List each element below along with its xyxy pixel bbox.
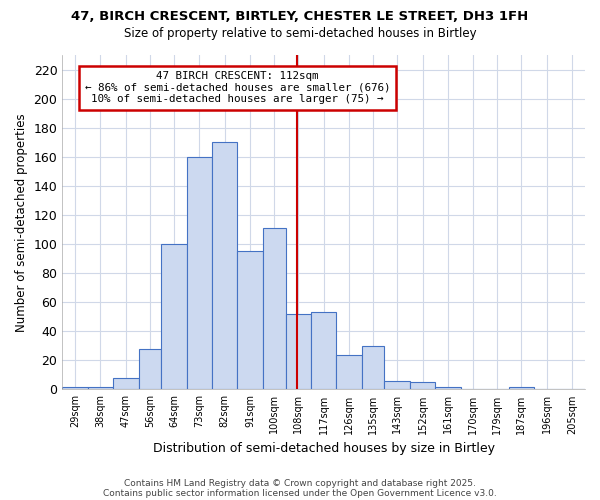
Text: Size of property relative to semi-detached houses in Birtley: Size of property relative to semi-detach… <box>124 28 476 40</box>
Text: Contains public sector information licensed under the Open Government Licence v3: Contains public sector information licen… <box>103 488 497 498</box>
Bar <box>62 386 88 390</box>
Bar <box>263 228 286 390</box>
Bar <box>113 378 139 390</box>
Bar <box>337 354 362 390</box>
Bar <box>410 382 435 390</box>
Bar <box>88 386 113 390</box>
Bar <box>139 348 161 390</box>
Text: Contains HM Land Registry data © Crown copyright and database right 2025.: Contains HM Land Registry data © Crown c… <box>124 478 476 488</box>
Bar <box>187 157 212 390</box>
Bar <box>362 346 385 390</box>
Bar <box>311 312 337 390</box>
Bar <box>238 252 263 390</box>
Bar <box>435 386 461 390</box>
X-axis label: Distribution of semi-detached houses by size in Birtley: Distribution of semi-detached houses by … <box>152 442 494 455</box>
Bar <box>161 244 187 390</box>
Bar <box>385 380 410 390</box>
Bar <box>212 142 238 390</box>
Y-axis label: Number of semi-detached properties: Number of semi-detached properties <box>15 113 28 332</box>
Text: 47 BIRCH CRESCENT: 112sqm
← 86% of semi-detached houses are smaller (676)
10% of: 47 BIRCH CRESCENT: 112sqm ← 86% of semi-… <box>85 71 390 104</box>
Text: 47, BIRCH CRESCENT, BIRTLEY, CHESTER LE STREET, DH3 1FH: 47, BIRCH CRESCENT, BIRTLEY, CHESTER LE … <box>71 10 529 23</box>
Bar <box>286 314 311 390</box>
Bar <box>509 386 534 390</box>
